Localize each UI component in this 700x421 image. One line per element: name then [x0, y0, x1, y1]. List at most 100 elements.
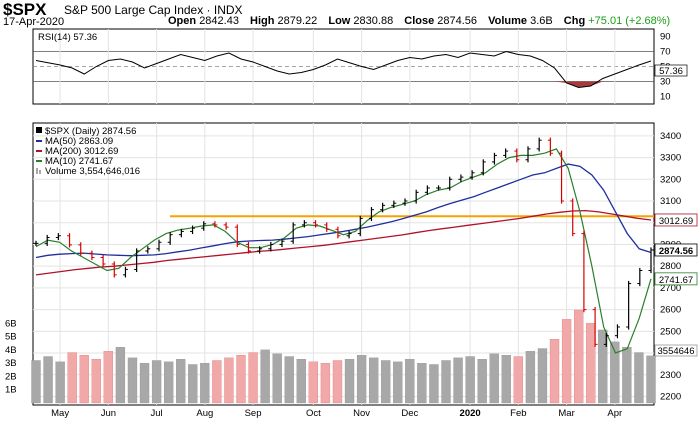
ma50-line: [35, 163, 652, 259]
x-tick-Sep: Sep: [245, 408, 262, 419]
volume-bar-35: [441, 360, 451, 404]
volume-bar-29: [368, 357, 379, 404]
volume-bar-15: [200, 362, 210, 404]
legend-swatch-volume: [36, 168, 38, 174]
legend-ma10-name: MA(10): [45, 156, 76, 167]
legend-ma50-name: MA(50): [45, 136, 76, 147]
volume-bar-7: [103, 351, 114, 404]
legend-ma50: MA(50) 2863.09: [45, 136, 113, 147]
volume-bar-19: [248, 352, 258, 404]
legend-volume-value: 3,554,646,016: [79, 166, 140, 177]
price-tag-box-2: [654, 243, 698, 257]
volume-bar-48: [598, 329, 608, 404]
symbol-title: $SPX: [3, 0, 47, 19]
x-tick-Oct: Oct: [306, 408, 321, 419]
volume-bar-1: [31, 360, 41, 404]
volume-bar-49: [610, 341, 620, 404]
volume-bar-51: [634, 352, 644, 404]
rsi-panel: 9070503010 RSI(14) 57.36 57.36: [32, 28, 688, 105]
price-tags: 3012.69 2874.56 2741.67: [654, 213, 698, 286]
price-tag-3: 2741.67: [659, 275, 693, 286]
volume-bar-39: [489, 353, 499, 404]
low-label: Low: [328, 15, 351, 27]
volume-label: Volume: [488, 15, 528, 27]
volume-bar-10: [139, 362, 150, 404]
volume-bar-13: [176, 359, 186, 404]
volume-bar-3: [55, 361, 65, 404]
rsi-line: [35, 50, 652, 89]
legend-ma200: MA(200) 3012.69: [45, 146, 118, 157]
volume-bar-43: [537, 348, 548, 404]
price-tag-1: 3012.69: [659, 216, 693, 227]
price-panel: 3400330032003100300029002800270026002500…: [5, 122, 698, 419]
rsi-legend-label: RSI(14): [38, 32, 71, 43]
volume-bar-36: [453, 357, 463, 404]
chg-value: +75.01 (+2.68%): [588, 15, 671, 27]
volume-bar-40: [501, 355, 511, 404]
price-legend: $SPX (Daily) 2874.56 MA(50) 2863.09 MA(2…: [36, 126, 140, 177]
x-tick-Apr: Apr: [607, 408, 622, 419]
price-tag-box-3: [654, 272, 698, 286]
x-tick-Mar: Mar: [558, 408, 574, 419]
ma200-line: [35, 209, 652, 276]
rsi-value-tag: [654, 64, 688, 77]
x-axis-ticks: May Jun Jul Aug Sep Oct Nov Dec 2020 Feb Mar Apr: [51, 408, 622, 419]
rsi-tick-70: 70: [660, 47, 671, 58]
x-tick-Jul: Jul: [151, 408, 163, 419]
volume-bar-28: [356, 355, 367, 404]
x-tick-2020: 2020: [460, 408, 481, 419]
legend-price: $SPX (Daily) 2874.56: [45, 126, 136, 137]
volume-bar-18: [236, 355, 246, 404]
price-tick-2700: 2700: [660, 283, 681, 294]
legend-ma10-value: 2741.67: [79, 156, 113, 167]
high-label: High: [250, 15, 275, 27]
low-value: 2830.88: [353, 15, 394, 27]
volume-bar-2: [43, 356, 53, 404]
volume-y-ticks: 6B 5B 4B 3B 2B 1B: [5, 318, 17, 395]
volume-tick-5B: 5B: [5, 332, 17, 343]
volume-bars: [31, 309, 656, 404]
price-tick-2200: 2200: [660, 391, 681, 402]
volume-bar-20: [260, 349, 270, 404]
quote-date: 17-Apr-2020: [3, 16, 65, 28]
legend-ma50-value: 2863.09: [79, 136, 113, 147]
quote-summary: Open 2842.43 High 2879.22 Low 2830.88 Cl…: [168, 15, 670, 27]
volume-bar-33: [417, 362, 427, 404]
volume-tick-6B: 6B: [5, 318, 17, 329]
legend-swatch-ma10: [36, 160, 42, 162]
volume-bar-6: [91, 359, 101, 404]
volume-bar-17: [224, 357, 234, 404]
legend-swatch-ma200: [36, 150, 42, 152]
volume-tick-1B: 1B: [5, 385, 17, 396]
volume-bar-9: [127, 357, 138, 404]
rsi-grid: [33, 29, 654, 104]
volume-bar-38: [477, 359, 487, 404]
x-tick-Feb: Feb: [510, 408, 526, 419]
volume-bar-23: [296, 359, 306, 404]
security-name: S&P 500 Large Cap Index · INDX: [64, 3, 243, 17]
legend-ma10: MA(10) 2741.67: [45, 156, 113, 167]
price-tick-3400: 3400: [660, 131, 681, 142]
volume-bar-30: [381, 360, 391, 404]
volume-bar-47: [586, 323, 596, 404]
legend-volume: Volume 3,554,646,016: [45, 166, 140, 177]
volume-bar-22: [284, 356, 294, 404]
volume-bar-50: [622, 347, 632, 404]
rsi-tick-90: 90: [660, 32, 671, 43]
rsi-value-tag-text: 57.36: [659, 66, 683, 77]
volume-value: 3.6B: [530, 15, 553, 27]
volume-bar-41: [513, 356, 524, 404]
volume-tick-3B: 3B: [5, 358, 17, 369]
price-tick-2500: 2500: [660, 326, 681, 337]
volume-bar-25: [320, 362, 331, 404]
rsi-tick-30: 30: [660, 77, 671, 88]
ma10-line: [35, 148, 652, 354]
legend-swatch-price: [36, 127, 42, 133]
price-tick-2800: 2800: [660, 261, 681, 272]
security-name-text: S&P 500 Large Cap Index: [64, 3, 204, 17]
legend-price-value: 2874.56: [102, 126, 136, 137]
price-tick-3300: 3300: [660, 153, 681, 164]
price-tick-2600: 2600: [660, 305, 681, 316]
open-label: Open: [168, 15, 197, 27]
